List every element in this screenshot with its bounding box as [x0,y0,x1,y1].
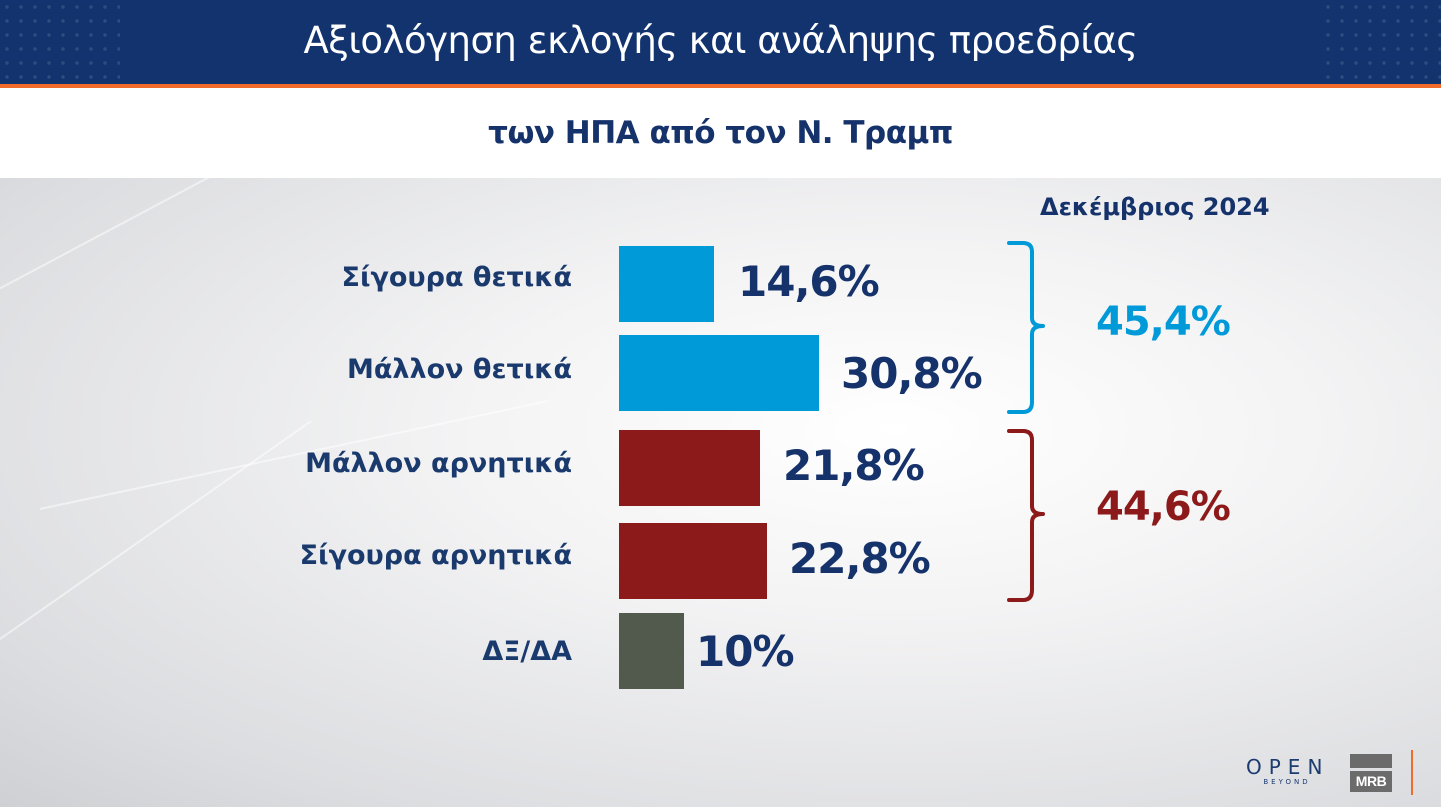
value-rather-negative: 21,8% [783,441,925,490]
value-rather-positive: 30,8% [841,349,983,398]
header-dots-decoration [0,0,120,84]
row-label-rather-negative: Μάλλον αρνητικά [305,448,572,479]
accent-divider [0,84,1441,88]
open-logo-text: OPEN [1246,755,1330,779]
value-definitely-positive: 14,6% [738,257,880,306]
chart-subtitle: των ΗΠΑ από τον Ν. Τραμπ [488,115,953,151]
brace-positive-icon [1007,241,1045,414]
bar-definitely-positive [619,246,714,322]
row-label-dont-know: ΔΞ/ΔΑ [482,636,572,667]
value-definitely-negative: 22,8% [789,534,931,583]
bar-rather-positive [619,335,819,411]
beyond-logo-text: BEYOND [1263,778,1311,786]
period-label: Δεκέμβριος 2024 [1040,193,1270,221]
open-beyond-logo: OPEN BEYOND [1246,757,1328,787]
header-dots-decoration [1321,0,1441,84]
row-label-definitely-negative: Σίγουρα αρνητικά [299,540,572,571]
mrb-logo: MRB [1350,754,1392,792]
bar-dont-know [619,613,684,689]
subtitle-bar: των ΗΠΑ από τον Ν. Τραμπ [0,88,1441,178]
total-positive: 45,4% [1096,299,1231,345]
header-bar: Αξιολόγηση εκλογής και ανάληψης προεδρία… [0,0,1441,84]
total-negative: 44,6% [1096,484,1231,530]
bar-rather-negative [619,430,760,506]
value-dont-know: 10% [696,627,795,676]
brace-negative-icon [1007,429,1045,602]
row-label-rather-positive: Μάλλον θετικά [347,354,572,385]
chart-title: Αξιολόγηση εκλογής και ανάληψης προεδρία… [303,18,1138,62]
mrb-logo-text: MRB [1350,771,1392,792]
mrb-logo-top-block [1350,754,1392,768]
bar-definitely-negative [619,523,767,599]
row-label-definitely-positive: Σίγουρα θετικά [341,262,572,293]
logo-divider [1411,750,1413,795]
